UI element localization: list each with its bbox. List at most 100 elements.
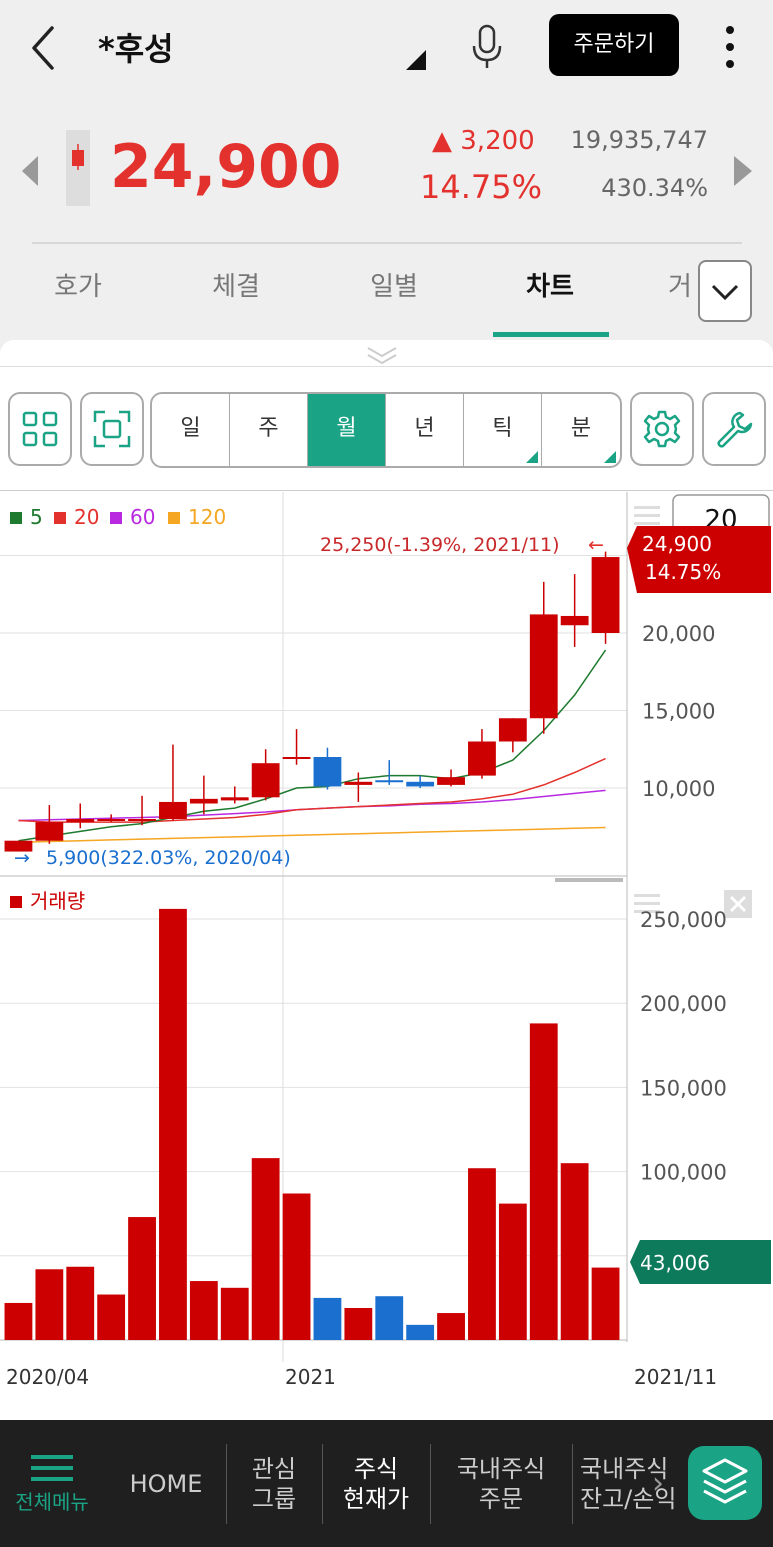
layout-grid-button[interactable] [8,392,72,466]
volume-bar[interactable] [35,1269,64,1340]
nav-scroll-arrow-icon[interactable]: › [652,1466,664,1501]
fullscreen-button[interactable] [80,392,144,466]
volume-legend-marker [10,896,22,908]
tools-button[interactable] [702,392,766,466]
candle[interactable] [406,775,435,788]
period-tick[interactable]: 틱 [464,394,542,466]
candle[interactable] [159,744,187,821]
legend-ma60: 60 [130,505,155,529]
tab-bar: 호가 체결 일별 차트 거 [0,258,773,338]
period-minute[interactable]: 분 [570,416,592,441]
stock-name[interactable]: *후성 [98,30,174,68]
chart-panel: 일 주 월 년 틱 분 5 20 60 120 [0,340,773,1420]
volume-bar[interactable] [406,1324,435,1340]
tab-daily[interactable]: 일별 [370,272,418,302]
volume-bar[interactable] [437,1313,465,1340]
candle[interactable] [313,747,342,790]
candle[interactable] [591,551,620,644]
price-tag-value: 24,900 [642,532,712,556]
back-arrow-icon[interactable] [24,24,64,72]
volume-bar[interactable] [529,1023,558,1340]
x-label-mid: 2021 [285,1365,336,1389]
volume-legend: 거래량 [30,889,85,913]
candle[interactable] [344,772,373,802]
divider [322,1444,323,1524]
volume-bar[interactable] [498,1203,527,1340]
chart-menu-icon[interactable] [634,506,660,525]
high-annotation: 25,250(-1.39%, 2021/11) [320,534,560,556]
order-button[interactable]: 주문하기 [549,14,679,76]
volume-bar[interactable] [313,1297,342,1340]
candle[interactable] [66,803,95,829]
candle[interactable] [529,581,558,734]
candle[interactable] [4,840,33,852]
nav-all-menu[interactable]: 전체메뉴 [0,1420,104,1547]
chevron-down-icon [711,284,739,301]
volume-bar[interactable] [591,1267,620,1340]
nav-domestic-order-label: 국내주식 주문 [456,1454,546,1513]
volume-menu-icon[interactable] [634,894,660,913]
volume-bar[interactable] [4,1302,33,1340]
fullscreen-icon [93,410,131,448]
tab-orderbook[interactable]: 호가 [54,272,102,302]
candle[interactable] [35,805,64,844]
next-stock-arrow-icon[interactable] [734,156,752,186]
volume-bar[interactable] [189,1281,218,1340]
nav-watchlist[interactable]: 관심 그룹 [228,1420,320,1547]
tab-more[interactable]: 거 [668,272,692,302]
tabs-expand-button[interactable] [698,260,752,322]
candle[interactable] [375,760,404,785]
legend-ma5: 5 [30,505,43,529]
collapse-handle-icon[interactable] [364,344,400,366]
volume-bar[interactable] [251,1158,280,1340]
volume-bar[interactable] [220,1287,249,1340]
volume-bar[interactable] [128,1217,156,1340]
minute-options-icon [604,448,616,466]
candle-body [529,614,558,719]
nav-stock-price[interactable]: 주식 현재가 [324,1420,428,1547]
candle[interactable] [437,769,465,787]
volume-bar[interactable] [66,1266,95,1340]
divider [226,1444,227,1524]
nav-domestic-order[interactable]: 국내주식 주문 [432,1420,570,1547]
period-day[interactable]: 일 [152,394,230,466]
nav-domestic-balance[interactable]: 국내주식 잔고/손익 [574,1420,682,1547]
tab-trades[interactable]: 체결 [212,272,260,302]
candle[interactable] [189,775,218,815]
stock-dropdown-icon[interactable] [406,50,426,70]
volume-bar[interactable] [97,1294,126,1340]
candle[interactable] [282,729,311,765]
pane-resize-handle[interactable] [555,878,623,882]
candle[interactable] [220,786,249,804]
candle[interactable] [560,574,589,647]
settings-button[interactable] [630,392,694,466]
candle-body [375,780,404,783]
microphone-icon[interactable] [470,24,504,70]
ma-legend: 5 20 60 120 [10,505,226,529]
tab-chart[interactable]: 차트 [526,272,574,302]
divider [32,242,742,244]
candle-body [128,819,156,821]
candle[interactable] [498,718,527,753]
period-year[interactable]: 년 [386,394,464,466]
volume-bar[interactable] [375,1296,404,1340]
volume-bar[interactable] [159,908,187,1340]
period-week[interactable]: 주 [230,394,308,466]
volume-bar[interactable] [344,1308,373,1340]
more-vertical-icon[interactable] [718,24,742,70]
nav-home[interactable]: HOME [108,1420,224,1547]
price-area: 24,900 ▲ 3,200 14.75% 19,935,747 430.34% [0,100,773,260]
stock-chart[interactable]: 5 20 60 120 25,250(-1.39%, 2021/11) ← → … [0,492,773,1420]
candle[interactable] [468,729,496,779]
candle[interactable] [128,795,156,826]
candle-body [159,801,187,819]
candle[interactable] [251,749,280,801]
volume-bar[interactable] [282,1193,311,1340]
volume-bar[interactable] [468,1168,496,1340]
candle[interactable] [97,814,126,823]
period-month[interactable]: 월 [308,394,386,466]
close-icon[interactable] [724,890,752,918]
prev-stock-arrow-icon[interactable] [22,156,40,186]
layers-button[interactable] [688,1446,762,1520]
volume-bar[interactable] [560,1163,589,1340]
